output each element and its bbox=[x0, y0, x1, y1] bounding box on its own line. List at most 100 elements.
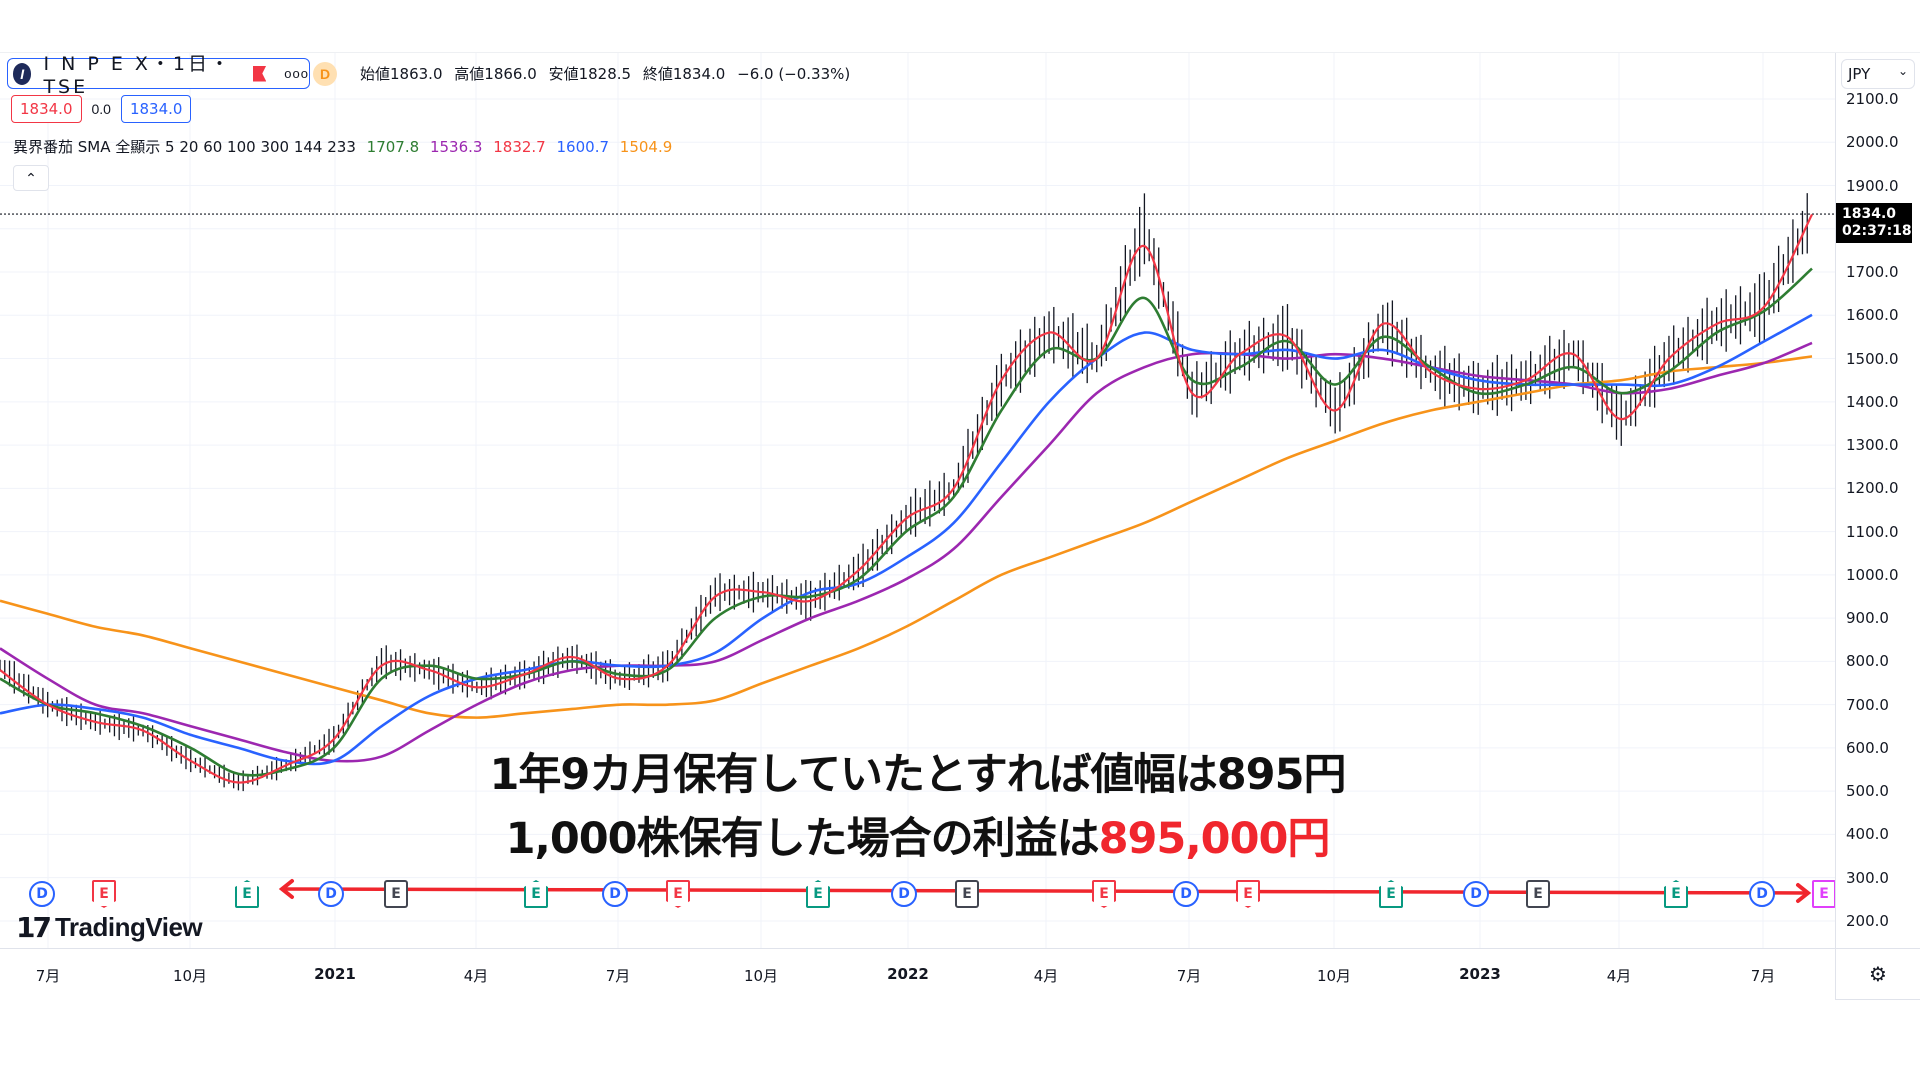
time-tick-label: 4月 bbox=[1033, 967, 1059, 985]
dividend-marker-icon[interactable]: D bbox=[29, 881, 55, 907]
open-value: 始値1863.0 bbox=[360, 65, 443, 83]
plot-area[interactable]: I I N P E X・1日・TSE ooo D 始値1863.0 高値1866… bbox=[0, 53, 1836, 948]
dividend-marker-icon[interactable]: D bbox=[318, 881, 344, 907]
tradingview-text: TradingView bbox=[54, 912, 203, 942]
sma-value-1: 1707.8 bbox=[366, 138, 420, 156]
profit-amount: 895,000円 bbox=[1098, 814, 1331, 864]
time-tick-label: 10月 bbox=[1316, 967, 1352, 985]
price-tick-label: 1700.0 bbox=[1846, 263, 1899, 282]
annotation-line-1: 1年9カ月保有していたとすれば値幅は895円 bbox=[489, 750, 1346, 800]
symbol-selector[interactable]: I I N P E X・1日・TSE ooo bbox=[7, 53, 310, 98]
earnings-marker-icon[interactable]: E bbox=[666, 880, 690, 908]
profit-annotation: 1年9カ月保有していたとすれば値幅は895円 1,000株保有した場合の利益は8… bbox=[0, 743, 1835, 871]
low-value: 安値1828.5 bbox=[548, 65, 632, 83]
sma-20-line bbox=[0, 267, 1813, 777]
earnings-marker-icon[interactable]: E bbox=[806, 880, 830, 908]
earnings-marker-icon[interactable]: E bbox=[1092, 880, 1116, 908]
currency-selector[interactable]: JPY ⌄ bbox=[1841, 59, 1915, 89]
earnings-marker-icon[interactable]: E bbox=[384, 880, 408, 908]
price-tick-label: 2100.0 bbox=[1846, 90, 1899, 108]
sma-300-line bbox=[0, 355, 1813, 719]
indicator-label: 異界番茄 SMA 全顯示 5 20 60 100 300 144 233 bbox=[13, 138, 356, 156]
earnings-marker-icon[interactable]: E bbox=[955, 880, 979, 908]
change-value: −6.0 (−0.33%) bbox=[737, 65, 851, 83]
sma-value-3: 1832.7 bbox=[493, 138, 546, 156]
price-tick-label: 1200.0 bbox=[1846, 479, 1899, 498]
annotation-line-2: 1,000株保有した場合の利益は895,000円 bbox=[0, 807, 1835, 871]
sell-button[interactable]: 1834.0 bbox=[11, 95, 82, 123]
sma-indicator-legend[interactable]: 異界番茄 SMA 全顯示 5 20 60 100 300 144 233 170… bbox=[13, 136, 672, 157]
annotation-prefix: 1,000株保有した場合の利益は bbox=[505, 814, 1100, 864]
gear-icon: ⚙ bbox=[1869, 964, 1887, 986]
holding-period-arrow bbox=[278, 879, 1812, 903]
time-tick-label: 2021 bbox=[314, 965, 356, 983]
symbol-title: I N P E X・1日・TSE bbox=[43, 53, 232, 98]
tradingview-watermark[interactable]: 17 TradingView bbox=[16, 911, 203, 944]
collapse-legend-button[interactable]: ⌃ bbox=[13, 165, 49, 191]
earnings-marker-icon[interactable]: E bbox=[235, 880, 259, 908]
price-tick-label: 1000.0 bbox=[1846, 565, 1899, 584]
time-tick-label: 7月 bbox=[35, 967, 61, 985]
price-tick-label: 2000.0 bbox=[1846, 133, 1899, 152]
price-chart bbox=[0, 53, 1835, 948]
price-tick-label: 300.0 bbox=[1846, 868, 1889, 887]
time-tick-label: 7月 bbox=[1750, 967, 1776, 985]
chart-settings-button[interactable]: ⚙ bbox=[1835, 948, 1920, 1000]
time-tick-label: 2023 bbox=[1459, 965, 1501, 983]
more-options-icon[interactable]: ooo bbox=[284, 66, 309, 81]
price-tick-label: 900.0 bbox=[1846, 609, 1889, 628]
data-delay-badge[interactable]: D bbox=[313, 62, 337, 86]
sma-60-line bbox=[0, 313, 1813, 766]
earnings-marker-icon[interactable]: E bbox=[1664, 880, 1688, 908]
sma-value-2: 1536.3 bbox=[429, 138, 483, 156]
sma-value-4: 1600.7 bbox=[556, 138, 610, 156]
price-tick-label: 1500.0 bbox=[1846, 349, 1899, 368]
price-tick-label: 400.0 bbox=[1846, 825, 1889, 844]
high-value: 高値1866.0 bbox=[454, 65, 537, 83]
inpex-logo-icon: I bbox=[13, 62, 32, 85]
earnings-marker-icon[interactable]: E bbox=[524, 880, 548, 908]
dividend-marker-icon[interactable]: D bbox=[1463, 881, 1489, 907]
price-tick-label: 1600.0 bbox=[1846, 306, 1899, 325]
flag-icon[interactable] bbox=[252, 65, 267, 82]
close-value: 終値1834.0 bbox=[642, 65, 726, 83]
price-tick-label: 500.0 bbox=[1846, 782, 1889, 801]
countdown-timer: 02:37:18 bbox=[1842, 223, 1912, 240]
time-tick-label: 7月 bbox=[605, 967, 631, 985]
earnings-marker-icon[interactable]: E bbox=[92, 880, 116, 908]
earnings-marker-icon[interactable]: E bbox=[1236, 880, 1260, 908]
chevron-down-icon: ⌄ bbox=[1897, 64, 1908, 78]
ohlc-values: 始値1863.0 高値1866.0 安値1828.5 終値1834.0 −6.0… bbox=[360, 63, 857, 84]
price-axis[interactable]: JPY ⌄ 2100.0 2000.0 1900.0 1700.0 1600.0 1500… bbox=[1835, 53, 1920, 948]
sma-100-line bbox=[0, 341, 1813, 763]
dividend-marker-icon[interactable]: D bbox=[1749, 881, 1775, 907]
price-tick-label: 1100.0 bbox=[1846, 522, 1899, 541]
price-tick-label: 1300.0 bbox=[1846, 436, 1899, 455]
buy-button[interactable]: 1834.0 bbox=[120, 95, 192, 123]
chart-window: I I N P E X・1日・TSE ooo D 始値1863.0 高値1866… bbox=[0, 52, 1920, 1000]
time-tick-label: 2022 bbox=[887, 965, 929, 983]
time-tick-label: 4月 bbox=[463, 967, 489, 985]
time-tick-label: 7月 bbox=[1176, 967, 1202, 985]
time-tick-label: 4月 bbox=[1606, 967, 1632, 985]
price-tick-label: 800.0 bbox=[1846, 652, 1889, 671]
currency-label: JPY bbox=[1848, 65, 1871, 83]
price-tick-label: 700.0 bbox=[1846, 695, 1889, 714]
chevron-up-icon: ⌃ bbox=[25, 169, 37, 186]
time-tick-label: 10月 bbox=[172, 967, 208, 985]
last-price-value: 1834.0 bbox=[1842, 206, 1897, 223]
earnings-marker-icon[interactable]: E bbox=[1379, 880, 1403, 908]
price-tick-label: 200.0 bbox=[1846, 911, 1889, 930]
trade-buttons: 1834.0 0.0 1834.0 bbox=[11, 95, 192, 123]
earnings-marker-icon[interactable]: E bbox=[1526, 880, 1550, 908]
time-tick-label: 10月 bbox=[743, 967, 779, 985]
dividend-marker-icon[interactable]: D bbox=[1173, 881, 1199, 907]
price-tick-label: 1400.0 bbox=[1846, 392, 1899, 411]
price-tick-label: 600.0 bbox=[1846, 738, 1889, 757]
earnings-marker-icon[interactable]: E bbox=[1812, 880, 1836, 908]
dividend-marker-icon[interactable]: D bbox=[602, 881, 628, 907]
dividend-marker-icon[interactable]: D bbox=[891, 881, 917, 907]
time-axis[interactable]: 7月 10月 2021 4月 7月 10月 2022 4月 7月 10月 2023 4月 7月 bbox=[0, 948, 1835, 1000]
last-price-label: 1834.0 02:37:18 bbox=[1836, 203, 1912, 244]
sma-5-line bbox=[0, 213, 1813, 784]
